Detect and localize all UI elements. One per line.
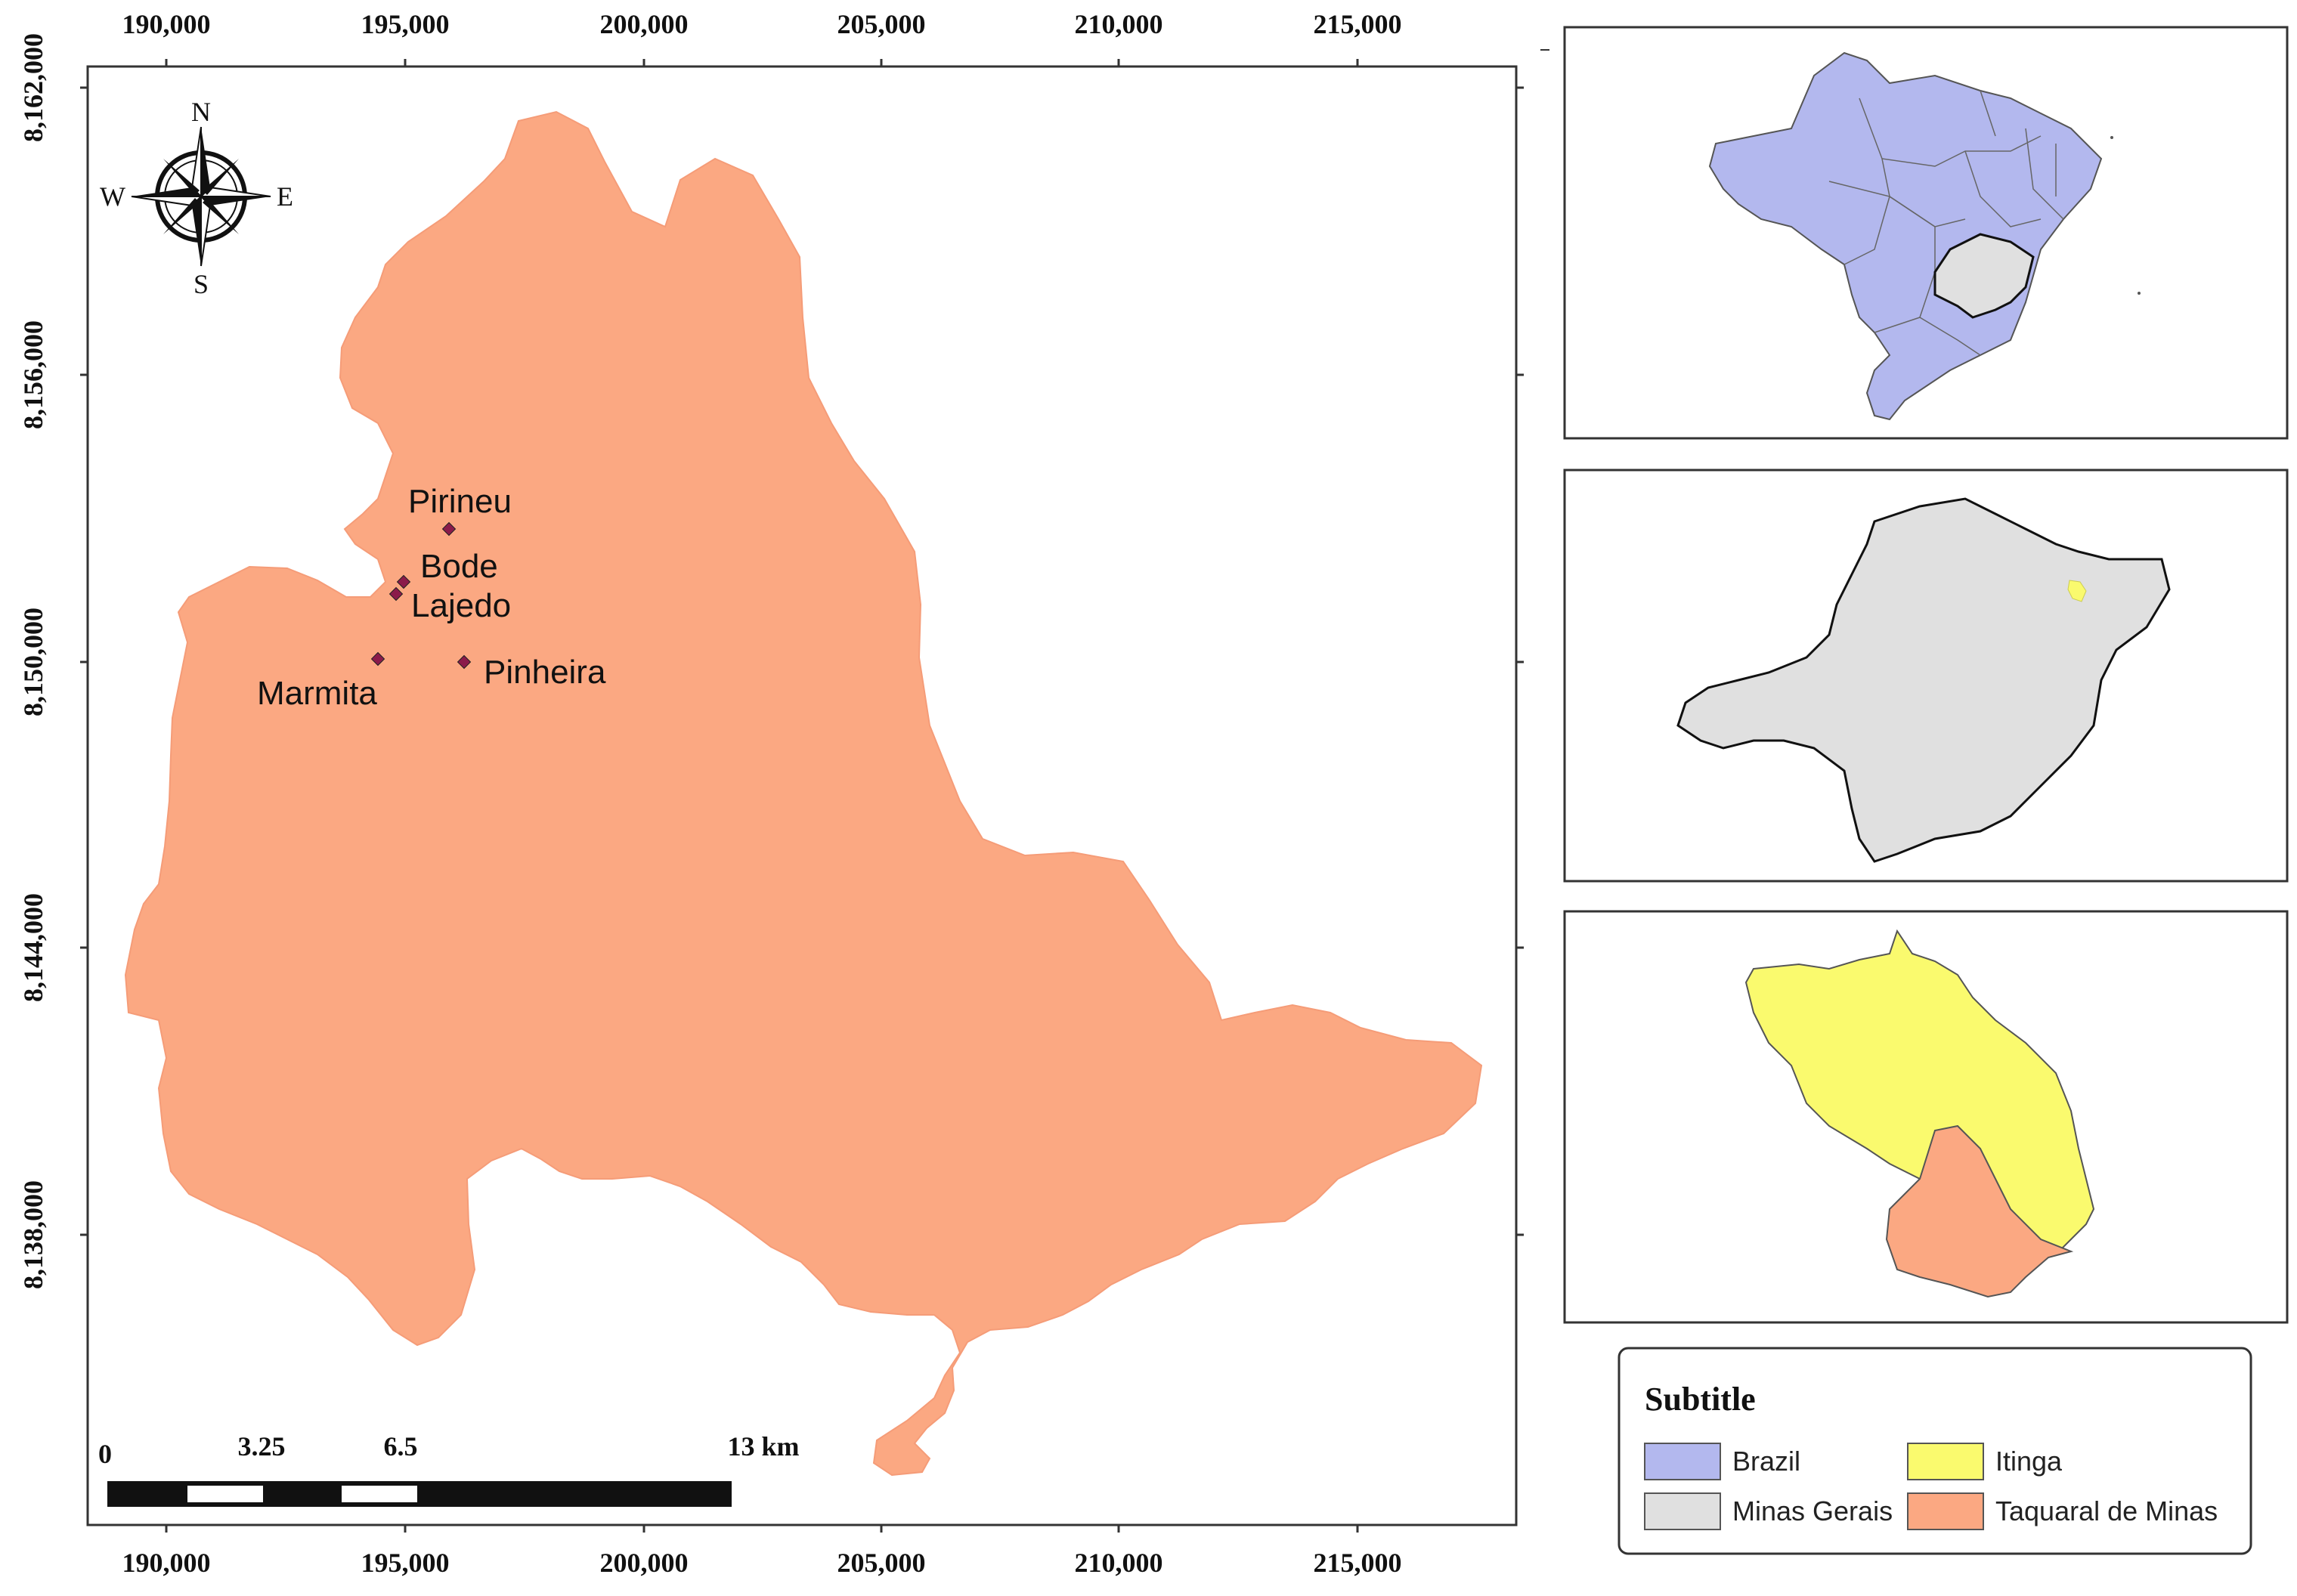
legend-title: Subtitle [1645,1381,1756,1418]
scale-bar: 0 3.25 6.5 13 km [98,1431,800,1507]
x-tick-top-1: 195,000 [361,9,450,39]
x-tick-bottom-1: 195,000 [361,1548,450,1578]
place-label-pinheira: Pinheira [484,654,606,691]
compass-n: N [191,97,211,127]
y-tick-4: 8,138,000 [18,1180,48,1289]
place-label-bode: Bode [420,548,498,585]
legend-swatch-brazil [1644,1443,1721,1480]
inset-brazil [1563,26,2289,440]
place-markers [370,521,472,670]
x-tick-top-4: 210,000 [1075,9,1163,39]
place-label-marmita: Marmita [257,675,377,712]
place-marker-lajedo [389,586,404,602]
legend-swatch-taquaral [1907,1492,1984,1530]
y-tick-2: 8,150,000 [18,608,48,716]
y-tick-3: 8,144,000 [18,893,48,1002]
x-axis-top: 190,000 195,000 200,000 205,000 210,000 … [122,9,1402,39]
itinga-highlight [2067,580,2087,602]
x-tick-top-0: 190,000 [122,9,211,39]
legend-label-itinga: Itinga [1995,1446,2063,1477]
x-tick-bottom-2: 200,000 [600,1548,689,1578]
y-tick-marks [80,86,1524,1236]
compass-s: S [193,269,209,299]
taquaral-de-minas-area [124,110,1483,1477]
inset-minas-gerais [1563,469,2289,883]
legend: Subtitle Brazil Itinga Minas Gerais Taqu… [1617,1347,2252,1555]
legend-label-taquaral: Taquaral de Minas [1995,1495,2218,1526]
scale-label-1: 3.25 [238,1431,286,1461]
place-marker-bode [396,574,411,589]
scale-label-3: 13 km [727,1431,799,1461]
scale-label-0: 0 [98,1439,112,1469]
scale-label-2: 6.5 [384,1431,418,1461]
legend-swatch-minas-gerais [1644,1492,1721,1530]
x-tick-top-5: 215,000 [1314,9,1402,39]
minas-gerais-highlight [1933,233,2035,319]
x-tick-bottom-0: 190,000 [122,1548,211,1578]
inset-itinga [1563,910,2289,1324]
x-tick-bottom-4: 210,000 [1075,1548,1163,1578]
legend-label-brazil: Brazil [1732,1446,1800,1477]
y-tick-0: 8,162,000 [18,33,48,142]
legend-swatch-itinga [1907,1443,1984,1480]
x-tick-top-2: 200,000 [600,9,689,39]
y-tick-1: 8,156,000 [18,320,48,429]
place-marker-marmita [370,651,385,667]
main-map: 190,000 195,000 200,000 205,000 210,000 … [18,9,1524,1578]
x-tick-marks [165,59,1359,1533]
taquaral-inset-shape [1885,1124,2074,1298]
y-axis-left: 8,162,000 8,156,000 8,150,000 8,144,000 … [18,33,48,1289]
north-arrow: N S E W [100,97,293,299]
x-tick-top-3: 205,000 [837,9,926,39]
compass-w: W [100,181,125,212]
x-tick-bottom-3: 205,000 [837,1548,926,1578]
place-labels: Pirineu Bode Lajedo Marmita Pinheira [257,483,606,712]
place-marker-pirineu [441,521,457,537]
x-axis-bottom: 190,000 195,000 200,000 205,000 210,000 … [122,1548,1402,1578]
brazil-state-borders [1828,90,2064,356]
compass-e: E [277,181,293,212]
x-tick-bottom-5: 215,000 [1314,1548,1402,1578]
place-marker-pinheira [457,654,472,670]
place-label-pirineu: Pirineu [408,483,512,520]
brazil-shape [1708,51,2103,421]
legend-label-minas-gerais: Minas Gerais [1732,1495,1893,1526]
minas-gerais-shape [1676,497,2171,863]
place-label-lajedo: Lajedo [411,587,511,624]
itinga-shape [1744,929,2095,1256]
